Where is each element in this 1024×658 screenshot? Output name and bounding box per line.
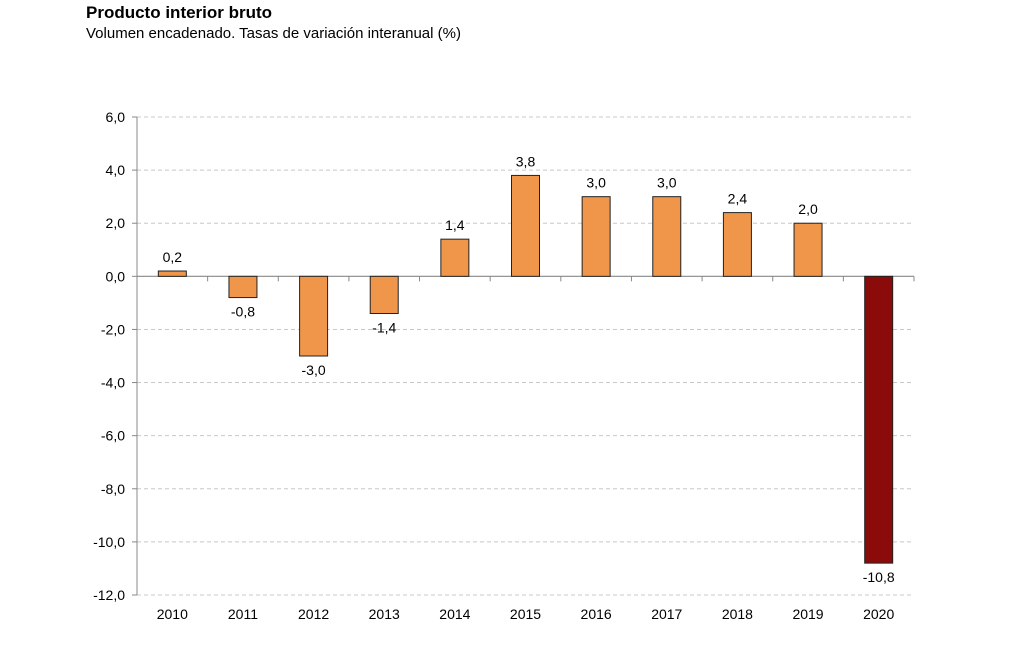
data-label: 3,0 (586, 175, 606, 191)
chart-subtitle: Volumen encadenado. Tasas de variación i… (86, 25, 461, 42)
data-label: 3,8 (516, 153, 536, 169)
y-tick-label: 4,0 (106, 162, 126, 178)
x-tick-label: 2020 (863, 606, 894, 622)
y-tick-label: 0,0 (106, 268, 126, 284)
bar-2016 (581, 196, 611, 277)
data-label: -10,8 (863, 569, 895, 585)
y-tick-label: -6,0 (101, 428, 125, 444)
bar-2013 (369, 275, 399, 315)
bar-2011 (228, 275, 258, 299)
data-label: 0,2 (163, 249, 183, 265)
y-tick-label: -4,0 (101, 375, 125, 391)
x-tick-label: 2013 (369, 606, 400, 622)
bar-2019 (793, 222, 823, 277)
x-tick-label: 2012 (298, 606, 329, 622)
x-tick-label: 2010 (157, 606, 188, 622)
data-label: 3,0 (657, 175, 677, 191)
data-label: -0,8 (231, 304, 255, 320)
x-tick-label: 2015 (510, 606, 541, 622)
x-tick-label: 2018 (722, 606, 753, 622)
grid-lines (137, 116, 914, 596)
y-tick-label: -10,0 (93, 534, 125, 550)
bar-2015 (511, 174, 540, 277)
bars (157, 174, 894, 564)
x-tick-label: 2014 (439, 606, 470, 622)
y-tick-label: -8,0 (101, 481, 125, 497)
data-label: -1,4 (372, 320, 396, 336)
data-label: 2,4 (728, 191, 748, 207)
data-label: 2,0 (798, 201, 818, 217)
data-labels: 0,2 -0,8 -3,0 -1,4 1,4 3,8 3,0 3,0 2,4 2,0 -10,8 (163, 153, 895, 585)
x-tick-labels: 2010 2011 2012 2013 2014 2015 2016 2017 2018 2019… (157, 606, 895, 622)
bar-2012 (299, 275, 329, 357)
x-tick-label: 2017 (651, 606, 682, 622)
y-tick-label: 6,0 (106, 109, 126, 125)
bar-2018 (722, 212, 752, 277)
bar-2010 (157, 270, 187, 277)
data-label: 1,4 (445, 217, 465, 233)
x-tick-label: 2011 (228, 606, 258, 622)
bar-2017 (652, 196, 682, 277)
bar-2014 (440, 238, 470, 277)
y-tick-label: 2,0 (106, 215, 126, 231)
y-tick-label: -2,0 (101, 321, 125, 337)
data-label: -3,0 (302, 362, 326, 378)
chart-title: Producto interior bruto (86, 3, 273, 22)
x-tick-label: 2019 (792, 606, 823, 622)
y-tick-label: -12,0 (93, 587, 125, 603)
y-tick-labels: 6,0 4,0 2,0 0,0 -2,0 -4,0 -6,0 -8,0 -10,0 -12,0 (93, 109, 125, 603)
bar-2020 (864, 275, 894, 564)
x-tick-label: 2016 (581, 606, 612, 622)
